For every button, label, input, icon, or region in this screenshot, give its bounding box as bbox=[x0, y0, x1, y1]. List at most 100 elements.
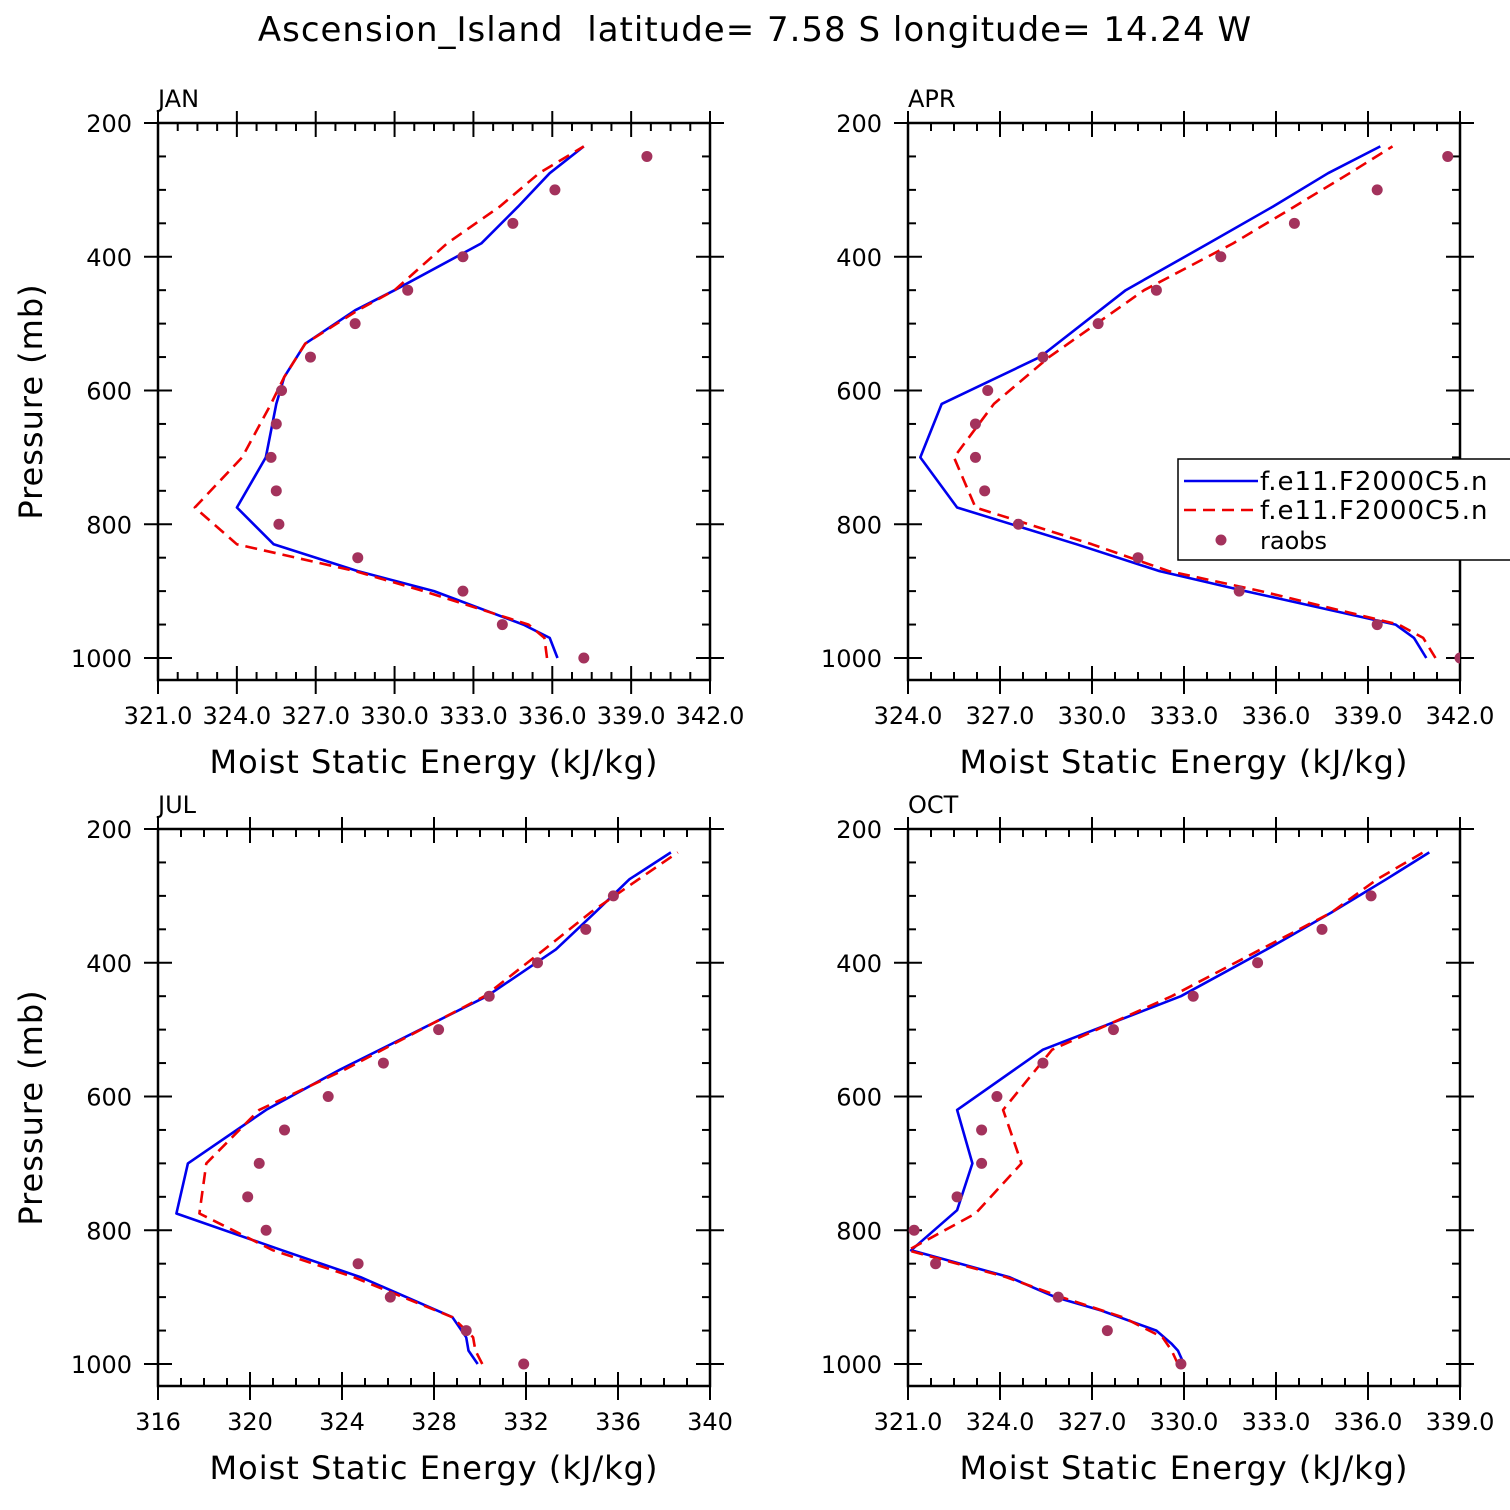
x-tick-label: 330.0 bbox=[1058, 702, 1127, 730]
raobs-point bbox=[460, 1325, 472, 1337]
raobs-point bbox=[1101, 1325, 1113, 1337]
x-tick-label: 321.0 bbox=[124, 702, 193, 730]
model2-line bbox=[908, 851, 1424, 1365]
y-tick-label: 600 bbox=[86, 378, 132, 406]
raobs-point bbox=[260, 1224, 272, 1236]
series-group bbox=[908, 851, 1430, 1370]
x-tick-label: 327.0 bbox=[966, 702, 1035, 730]
raobs-point bbox=[483, 990, 495, 1002]
raobs-point bbox=[273, 518, 285, 530]
series-group bbox=[193, 145, 653, 664]
panel-jan: 200 400 600 800 1000 321.0 324.0 327.0 330.0 333.… bbox=[12, 85, 744, 781]
x-tick-label: 340 bbox=[687, 1408, 733, 1436]
model1-line bbox=[919, 145, 1428, 659]
x-tick-label: 324.0 bbox=[874, 702, 943, 730]
raobs-point bbox=[352, 552, 364, 564]
panel-label: APR bbox=[908, 85, 956, 113]
raobs-point bbox=[641, 150, 653, 162]
x-tick-label: 324.0 bbox=[202, 702, 271, 730]
raobs-point bbox=[270, 418, 282, 430]
x-tick-label: 328 bbox=[411, 1408, 457, 1436]
raobs-point bbox=[377, 1057, 389, 1069]
raobs-point bbox=[969, 451, 981, 463]
x-tick-label: 336.0 bbox=[1334, 1408, 1403, 1436]
y-tick-label: 600 bbox=[836, 1084, 882, 1112]
raobs-point bbox=[1442, 150, 1454, 162]
model1-line bbox=[909, 851, 1430, 1365]
raobs-point bbox=[1454, 652, 1460, 664]
raobs-point bbox=[402, 284, 414, 296]
raobs-point bbox=[976, 1124, 988, 1136]
raobs-point bbox=[930, 1258, 942, 1270]
y-tick-label: 800 bbox=[836, 1217, 882, 1245]
raobs-point bbox=[507, 217, 519, 229]
x-axis-label: Moist Static Energy (kJ/kg) bbox=[960, 1449, 1409, 1487]
y-tick-label: 1000 bbox=[821, 645, 882, 673]
raobs-point bbox=[1107, 1024, 1119, 1036]
x-tick-label: 324 bbox=[319, 1408, 365, 1436]
plot-frame bbox=[156, 121, 712, 682]
raobs-point bbox=[991, 1091, 1003, 1102]
x-tick-label: 327.0 bbox=[1058, 1408, 1127, 1436]
legend-label-model2: f.e11.F2000C5.n bbox=[1260, 496, 1488, 526]
y-axis-label: Pressure (mb) bbox=[12, 283, 50, 519]
raobs-point bbox=[578, 652, 590, 664]
raobs-point bbox=[1215, 251, 1227, 263]
y-tick-label: 1000 bbox=[71, 1351, 132, 1379]
raobs-point bbox=[270, 485, 282, 497]
y-tick-label: 400 bbox=[86, 950, 132, 978]
raobs-point bbox=[433, 1024, 445, 1036]
raobs-point bbox=[242, 1191, 254, 1203]
panel-label: OCT bbox=[908, 791, 959, 819]
y-tick-label: 200 bbox=[836, 816, 882, 844]
x-axis-label: Moist Static Energy (kJ/kg) bbox=[960, 743, 1409, 781]
raobs-point bbox=[1187, 990, 1199, 1002]
y-tick-label: 400 bbox=[86, 244, 132, 272]
y-tick-label: 800 bbox=[836, 511, 882, 539]
raobs-point bbox=[349, 318, 361, 330]
x-tick-label: 336.0 bbox=[518, 702, 587, 730]
x-tick-label: 342.0 bbox=[676, 702, 745, 730]
raobs-point bbox=[1371, 184, 1383, 196]
y-tick-label: 200 bbox=[86, 816, 132, 844]
raobs-point bbox=[1052, 1291, 1064, 1303]
y-tick-label: 200 bbox=[836, 110, 882, 138]
series-group bbox=[175, 851, 679, 1370]
raobs-point bbox=[982, 385, 994, 396]
raobs-point bbox=[1132, 552, 1144, 564]
x-tick-label: 333.0 bbox=[1242, 1408, 1311, 1436]
x-tick-label: 332 bbox=[503, 1408, 549, 1436]
raobs-point bbox=[580, 923, 592, 935]
raobs-point bbox=[1175, 1358, 1187, 1370]
panel-jul: 200 400 600 800 1000 316 320 324 328 332 336 340 JUL… bbox=[12, 791, 733, 1487]
x-axis-label: Moist Static Energy (kJ/kg) bbox=[210, 1449, 659, 1487]
raobs-point bbox=[1092, 318, 1104, 330]
x-tick-label: 339.0 bbox=[1426, 1408, 1495, 1436]
raobs-point bbox=[304, 351, 316, 363]
raobs-point bbox=[253, 1157, 265, 1169]
x-tick-label: 327.0 bbox=[281, 702, 350, 730]
x-tick-label: 339.0 bbox=[597, 702, 666, 730]
y-tick-label: 400 bbox=[836, 244, 882, 272]
x-tick-label: 330.0 bbox=[1150, 1408, 1219, 1436]
model2-line bbox=[193, 145, 585, 659]
y-tick-label: 1000 bbox=[821, 1351, 882, 1379]
raobs-point bbox=[1252, 957, 1264, 969]
y-tick-label: 600 bbox=[836, 378, 882, 406]
raobs-point bbox=[457, 251, 469, 263]
legend-label-raobs: raobs bbox=[1260, 527, 1327, 555]
y-tick-label: 600 bbox=[86, 1084, 132, 1112]
raobs-point bbox=[1037, 351, 1049, 363]
y-tick-label: 200 bbox=[86, 110, 132, 138]
x-tick-label: 321.0 bbox=[874, 1408, 943, 1436]
y-axis-label: Pressure (mb) bbox=[12, 989, 50, 1225]
series-group bbox=[919, 145, 1460, 664]
plot-frame bbox=[906, 827, 1462, 1388]
x-axis-label: Moist Static Energy (kJ/kg) bbox=[210, 743, 659, 781]
raobs-point bbox=[532, 957, 543, 969]
raobs-point bbox=[496, 619, 508, 631]
raobs-point bbox=[549, 184, 561, 196]
raobs-point bbox=[1371, 619, 1383, 631]
